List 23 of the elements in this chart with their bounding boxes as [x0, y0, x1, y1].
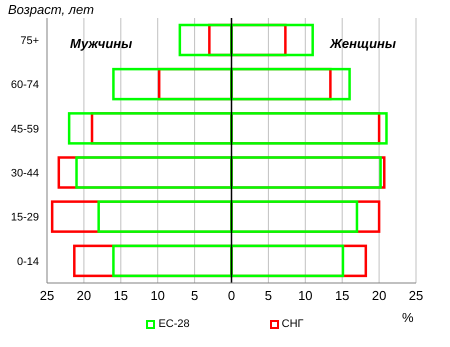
x-tick-label: 5 [264, 288, 272, 304]
x-tick-label: 0 [228, 288, 236, 304]
y-tick-label: 60-74 [10, 79, 39, 92]
x-tick-label: 15 [114, 288, 128, 304]
legend-label: ЕС-28 [158, 318, 190, 330]
x-tick-label: 15 [334, 288, 350, 304]
annotation: Мужчины [70, 36, 132, 51]
x-tick-label: 20 [372, 288, 386, 304]
x-tick-label: 5 [190, 288, 198, 304]
legend-label: СНГ [282, 318, 304, 330]
x-tick-label: 25 [408, 288, 424, 304]
y-tick-label: 75+ [20, 34, 39, 47]
x-tick-label: 25 [40, 288, 54, 304]
y-tick-label: 30-44 [10, 167, 39, 180]
y-tick-label: 0-14 [16, 256, 39, 268]
x-tick-label: 10 [298, 288, 313, 304]
y-tick-label: 15-29 [10, 212, 39, 224]
annotation: Женщины [330, 36, 396, 51]
x-tick-label: 10 [150, 288, 165, 304]
x-tick-label: 20 [76, 288, 92, 304]
y-tick-label: 45-59 [10, 123, 39, 136]
y-axis-title: Возраст, лет [8, 2, 94, 17]
x-axis-title: % [402, 310, 414, 325]
